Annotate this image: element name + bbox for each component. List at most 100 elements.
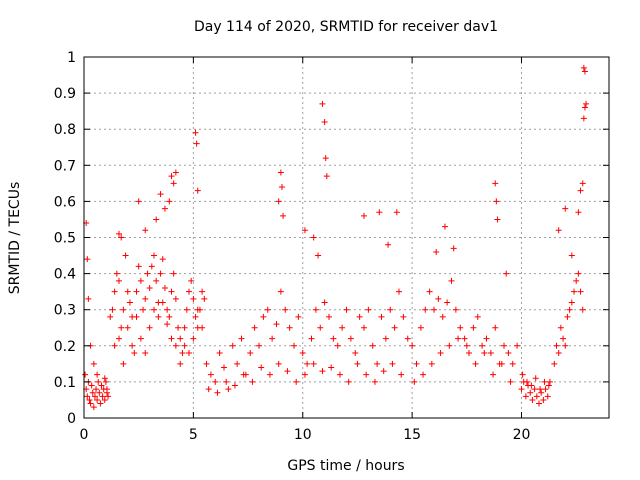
x-tick-label: 10: [294, 427, 312, 443]
data-point: [494, 216, 501, 223]
data-point: [404, 335, 411, 342]
data-point: [301, 371, 308, 378]
data-point: [194, 306, 201, 313]
data-point: [166, 198, 173, 205]
data-point: [568, 299, 575, 306]
data-point: [148, 263, 155, 270]
data-point: [573, 277, 580, 284]
data-point: [422, 306, 429, 313]
data-point: [304, 360, 311, 367]
data-point: [555, 350, 562, 357]
data-point: [479, 342, 486, 349]
data-point: [277, 169, 284, 176]
data-point: [166, 313, 173, 320]
data-point: [444, 299, 451, 306]
data-point: [269, 335, 276, 342]
data-point: [99, 393, 106, 400]
data-point: [120, 306, 127, 313]
data-point: [472, 360, 479, 367]
data-point: [172, 342, 179, 349]
y-axis-label: SRMTID / TECUs: [7, 182, 23, 295]
data-point: [168, 173, 175, 180]
data-point: [247, 350, 254, 357]
data-point: [498, 360, 505, 367]
data-point: [555, 227, 562, 234]
x-tick-label: 15: [403, 427, 421, 443]
data-point: [299, 350, 306, 357]
data-point: [347, 335, 354, 342]
data-point: [111, 342, 118, 349]
data-point: [146, 324, 153, 331]
data-point: [295, 313, 302, 320]
data-point: [448, 277, 455, 284]
data-point: [146, 285, 153, 292]
data-point: [562, 342, 569, 349]
data-point: [503, 270, 510, 277]
data-point: [365, 306, 372, 313]
data-point: [529, 396, 536, 403]
data-point: [84, 256, 91, 263]
data-point: [84, 393, 91, 400]
data-point: [97, 400, 104, 407]
data-point: [153, 216, 160, 223]
data-point: [118, 324, 125, 331]
data-point: [446, 342, 453, 349]
data-point: [159, 256, 166, 263]
data-point: [168, 335, 175, 342]
data-point: [356, 313, 363, 320]
data-point: [199, 288, 206, 295]
data-point: [328, 364, 335, 371]
data-point: [266, 371, 273, 378]
data-point: [181, 324, 188, 331]
data-point: [159, 299, 166, 306]
data-point: [103, 386, 110, 393]
data-point: [378, 313, 385, 320]
data-point: [437, 350, 444, 357]
data-point: [277, 288, 284, 295]
data-point: [124, 324, 131, 331]
data-point: [354, 360, 361, 367]
data-point: [193, 140, 200, 147]
data-point: [579, 180, 586, 187]
data-point: [433, 248, 440, 255]
y-tick-label: 0.8: [54, 122, 76, 138]
data-point: [161, 205, 168, 212]
data-point: [284, 368, 291, 375]
data-point: [562, 205, 569, 212]
data-point: [116, 277, 122, 284]
data-point: [293, 378, 300, 385]
data-point: [101, 375, 108, 382]
data-point: [118, 234, 125, 241]
data-point: [461, 335, 468, 342]
data-point: [577, 288, 584, 295]
data-point: [310, 360, 317, 367]
data-point: [137, 277, 144, 284]
data-point: [249, 378, 256, 385]
data-point: [564, 313, 571, 320]
data-point: [374, 360, 381, 367]
data-point: [492, 180, 499, 187]
data-point: [492, 324, 499, 331]
data-point: [536, 400, 542, 407]
data-point: [144, 270, 151, 277]
data-point: [387, 306, 394, 313]
data-point: [581, 68, 588, 75]
data-point: [278, 183, 285, 190]
y-tick-label: 0.4: [54, 267, 76, 283]
data-point: [82, 371, 89, 378]
data-point: [393, 209, 400, 216]
data-point: [334, 342, 341, 349]
data-point: [258, 364, 265, 371]
data-point: [164, 321, 171, 328]
data-point: [417, 324, 424, 331]
data-point: [431, 306, 437, 313]
data-point: [133, 313, 140, 320]
data-point: [455, 335, 462, 342]
data-point: [317, 324, 324, 331]
data-point: [452, 306, 459, 313]
data-point: [546, 378, 553, 385]
data-point: [385, 241, 392, 248]
data-point: [322, 155, 329, 162]
data-point: [151, 252, 157, 259]
